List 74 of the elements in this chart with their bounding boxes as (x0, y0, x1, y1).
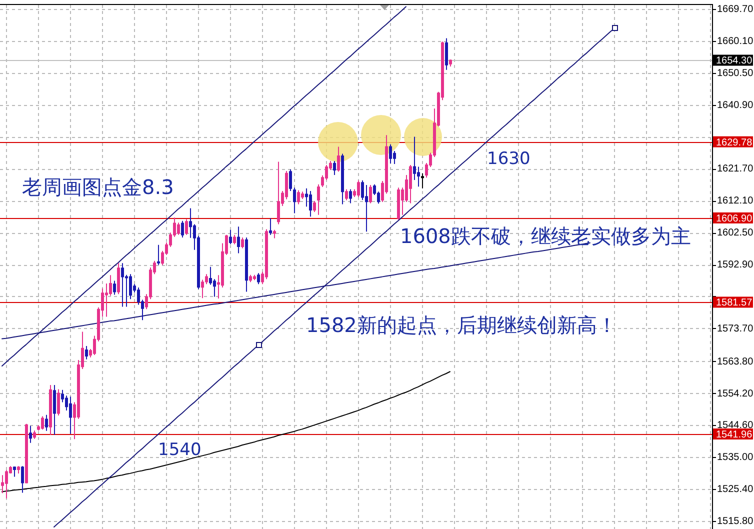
y-tick-label: 1612.10 (717, 196, 754, 207)
annotation: 1630 (487, 149, 530, 169)
candlestick (33, 430, 36, 440)
candlestick (53, 384, 56, 436)
candlestick (241, 237, 244, 249)
candlestick (293, 187, 296, 214)
candlestick (333, 160, 336, 176)
candlestick (69, 396, 72, 434)
candlestick (313, 200, 316, 212)
y-tick-label: 1640.90 (717, 100, 754, 111)
annotation: 老周画图点金8.3 (22, 175, 174, 199)
candlestick (309, 190, 312, 218)
candlestick (21, 466, 24, 494)
candlestick (229, 229, 232, 245)
candlestick (233, 234, 236, 245)
candlestick (349, 188, 352, 204)
y-tick-label: 1515.80 (717, 516, 754, 528)
ref-line-label: 1541.96 (716, 429, 753, 440)
y-tick-label: 1592.90 (717, 260, 754, 271)
candlestick (345, 188, 348, 201)
y-tick-label: 1669.70 (717, 4, 754, 15)
candlestick (245, 237, 248, 292)
annotation: 1608跌不破，继续老实做多为主 (400, 224, 691, 248)
candlestick (249, 274, 252, 283)
ref-line-label: 1654.30 (716, 56, 753, 67)
candlestick (257, 272, 260, 285)
candlestick (445, 38, 448, 70)
candlestick (369, 184, 372, 204)
y-tick-label: 1554.20 (717, 388, 754, 400)
y-tick-label: 1535.00 (717, 452, 754, 464)
candlestick (365, 184, 368, 232)
line-series (2, 371, 450, 492)
candlestick (41, 416, 44, 430)
annotation: 1582新的起点，后期继续创新高！ (306, 313, 617, 337)
ref-line-label: 1606.90 (716, 213, 753, 224)
candlestick (5, 470, 8, 499)
candlestick (49, 384, 52, 436)
ref-line-label: 1629.78 (716, 137, 753, 148)
candlestick (85, 346, 88, 360)
candlestick (273, 229, 276, 239)
candlestick (253, 274, 256, 281)
annotation: 1540 (158, 440, 202, 460)
candlestick (357, 180, 360, 198)
candlestick (121, 262, 124, 308)
candlestick (277, 161, 280, 225)
candlestick (269, 218, 272, 236)
y-tick-label: 1525.40 (717, 484, 754, 496)
candlestick (157, 244, 160, 266)
candlestick (421, 172, 424, 189)
y-tick-label: 1621.70 (717, 164, 754, 175)
candlestick (317, 184, 320, 216)
candlestick (17, 466, 20, 474)
candlestick (237, 226, 240, 254)
candlestick (341, 153, 344, 205)
candlestick (389, 144, 392, 164)
y-tick-label: 1650.50 (717, 68, 754, 79)
candlestick (29, 425, 32, 444)
candlestick (337, 146, 340, 172)
candlestick (297, 190, 300, 205)
candlestick (117, 262, 120, 295)
candlestick (13, 466, 16, 478)
candlestick (45, 414, 48, 432)
candlestick (449, 59, 452, 68)
y-tick-label: 1573.70 (717, 323, 754, 334)
y-tick-label: 1563.80 (717, 356, 754, 368)
y-tick-label: 1544.60 (717, 420, 754, 432)
y-tick-label: 1602.50 (717, 228, 754, 239)
candlestick (289, 168, 292, 192)
candlestick (409, 164, 412, 204)
y-tick-label: 1660.10 (717, 36, 754, 47)
candlestick (113, 280, 116, 296)
candlestick (181, 220, 184, 238)
candlestick (185, 218, 188, 236)
ref-line-label: 1581.57 (716, 298, 753, 309)
